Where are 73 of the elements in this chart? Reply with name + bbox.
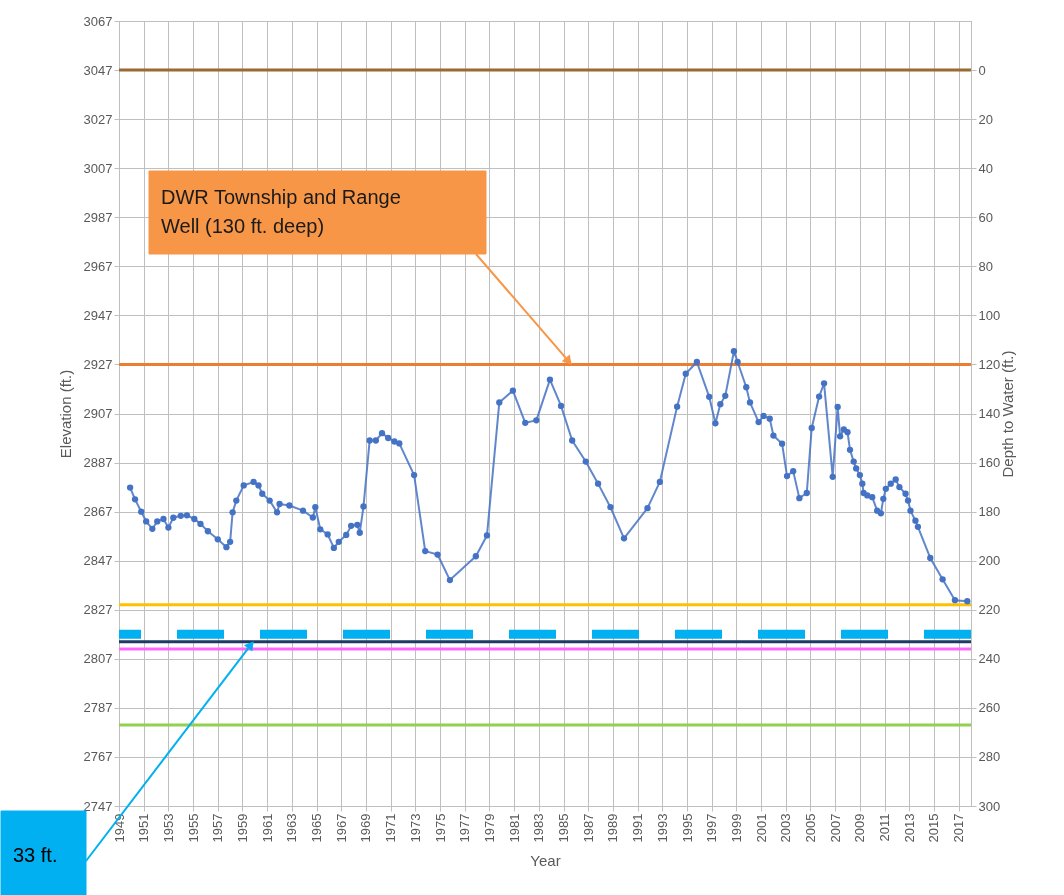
y-tick-label: 2907 <box>83 406 113 421</box>
y-tick-label: 2887 <box>83 455 113 471</box>
y2-tick-label: 40 <box>978 160 993 176</box>
x-tick-label: 2011 <box>877 813 893 842</box>
y-tick-label: 2787 <box>83 700 113 716</box>
y2-tick-label: 220 <box>978 602 1001 618</box>
x-tick-label: 1995 <box>679 813 695 843</box>
y2-tick-label: 20 <box>978 111 993 127</box>
y2-tick-label: 200 <box>978 553 1001 569</box>
x-tick-label: 1997 <box>704 813 720 843</box>
x-tick-label: 1953 <box>160 813 176 843</box>
x-tick-label: 1979 <box>481 813 497 843</box>
y2-tick-label: 300 <box>978 798 1001 814</box>
y-tick-label: 3007 <box>83 160 113 176</box>
y-tick-label: 2967 <box>83 258 113 274</box>
y2-tick-label: 0 <box>978 62 986 78</box>
x-tick-label: 1983 <box>531 813 547 843</box>
y2-tick-label: 140 <box>978 406 1001 421</box>
x-tick-label: 1993 <box>654 813 670 843</box>
annotation: DWR Township and Range Well (130 ft. deep) <box>161 186 401 237</box>
x-tick-label: 1961 <box>259 813 275 843</box>
y-tick-label: 2827 <box>83 602 113 618</box>
y2-axis-title: Depth to Water (ft.) <box>999 350 1017 478</box>
x-tick-label: 1955 <box>185 813 201 843</box>
y-tick-label: 2747 <box>83 798 113 814</box>
y2-tick-label: 280 <box>978 749 1001 765</box>
y2-tick-label: 240 <box>978 651 1001 667</box>
y-tick-label: 2927 <box>83 356 113 372</box>
y2-tick-label: 260 <box>978 700 1001 716</box>
x-tick-label: 2005 <box>802 813 818 843</box>
text: 33 ft. <box>13 844 58 866</box>
x-tick-label: 1949 <box>111 813 127 843</box>
x-tick-label: 1963 <box>284 813 300 843</box>
y2-tick-label: 100 <box>978 307 1001 323</box>
x-tick-label: 1965 <box>309 813 325 843</box>
x-tick-label: 1969 <box>358 813 374 843</box>
x-tick-label: 1985 <box>556 813 572 843</box>
x-tick-label: 1951 <box>136 813 152 843</box>
x-tick-label: 1959 <box>234 813 250 843</box>
y-tick-label: 2847 <box>83 553 113 569</box>
y-tick-label: 3067 <box>83 13 113 29</box>
y2-tick-label: 60 <box>978 209 993 225</box>
x-tick-label: 1991 <box>630 813 646 843</box>
x-tick-label: 1987 <box>580 813 596 843</box>
y-tick-label: 2807 <box>83 651 113 667</box>
x-tick-label: 2001 <box>753 813 769 843</box>
x-tick-label: 1999 <box>728 813 744 843</box>
x-tick-label: 2013 <box>901 813 917 843</box>
y-tick-label: 2867 <box>83 504 113 520</box>
y-axis-title: Elevation (ft.) <box>56 369 74 459</box>
y-tick-label: 2987 <box>83 209 113 225</box>
x-tick-label: 1975 <box>432 813 448 843</box>
x-tick-label: 2007 <box>827 813 843 843</box>
y2-tick-label: 80 <box>978 258 993 274</box>
x-tick-label: 2003 <box>778 813 794 843</box>
x-tick-label: 2017 <box>951 813 967 843</box>
x-tick-label: 2009 <box>852 813 868 843</box>
y2-tick-label: 160 <box>978 455 1001 471</box>
x-tick-label: 1957 <box>210 813 226 843</box>
y-tick-label: 2947 <box>83 307 113 323</box>
y2-tick-label: 180 <box>978 504 1001 520</box>
y-tick-label: 3027 <box>83 111 113 127</box>
x-axis-title: Year <box>530 852 561 870</box>
y-tick-label: 2767 <box>83 749 113 765</box>
x-tick-label: 2015 <box>926 813 942 843</box>
y2-tick-label: 120 <box>978 356 1001 372</box>
x-tick-label: 1977 <box>457 813 473 843</box>
x-tick-label: 1973 <box>407 813 423 843</box>
y-tick-label: 3047 <box>83 62 113 78</box>
x-tick-label: 1967 <box>333 813 349 843</box>
x-tick-label: 1971 <box>383 813 399 843</box>
x-tick-label: 1989 <box>605 813 621 843</box>
x-tick-label: 1981 <box>506 813 522 843</box>
